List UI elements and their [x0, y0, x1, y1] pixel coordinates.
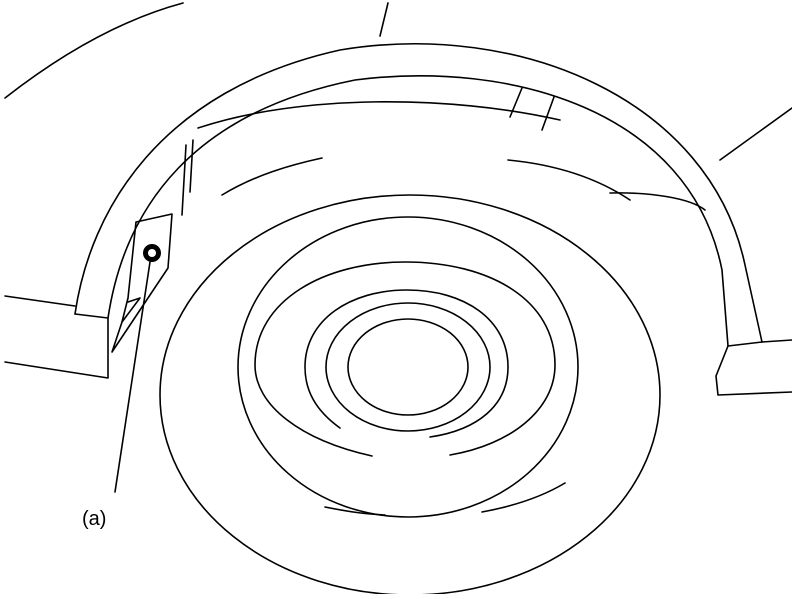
inner-pillar-2 [190, 140, 193, 192]
inner-pillar-1 [182, 145, 186, 215]
mudguard-bracket [112, 214, 172, 352]
rear-rocker-top [762, 340, 792, 342]
flare-rear-end [716, 342, 792, 395]
tire-tread-mark-right [508, 160, 630, 200]
tire-tread-mark-left [222, 158, 322, 195]
rear-panel-contour [720, 108, 792, 160]
liner-strut-2 [542, 97, 554, 130]
fender-upper-contour [5, 3, 183, 98]
flare-front-end [5, 314, 108, 378]
tire-sidewall [160, 195, 660, 594]
callout-label-a: (a) [82, 508, 106, 531]
door-seam-line [380, 3, 388, 36]
fastener-screw-inner [148, 249, 156, 257]
front-sill-top [5, 296, 75, 306]
callout-leader-line [115, 262, 150, 492]
